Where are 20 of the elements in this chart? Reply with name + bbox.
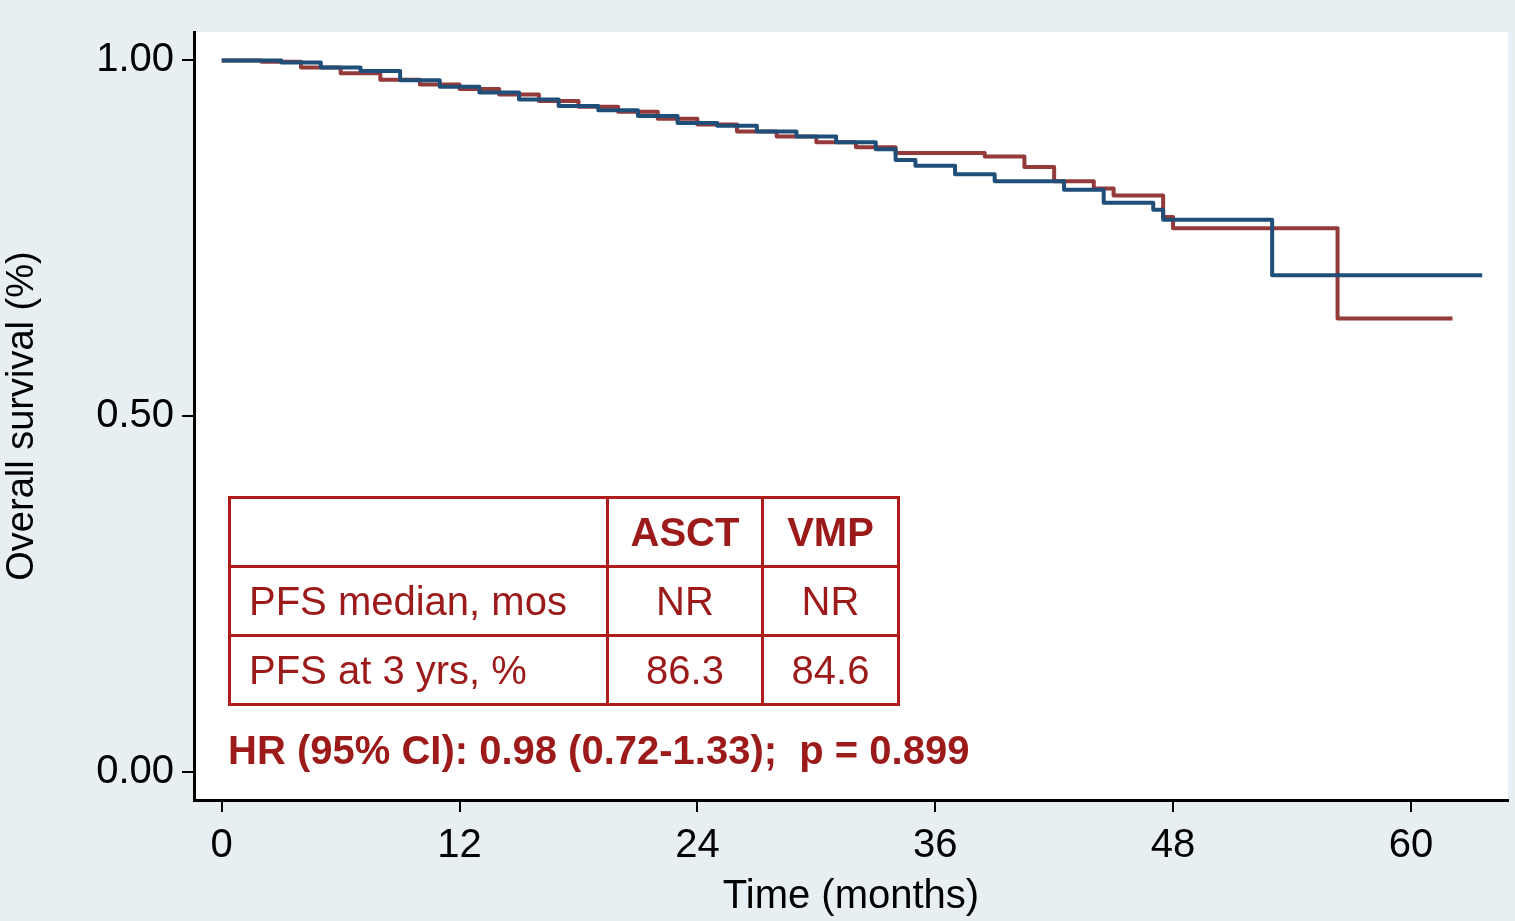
annotation: NR <box>607 566 763 636</box>
x-tick-label: 24 <box>675 821 720 866</box>
y-tick-label: 0.00 <box>96 746 174 791</box>
y-axis-title: Overall survival (%) <box>0 251 42 581</box>
x-tick-label: 60 <box>1388 821 1434 866</box>
annotation: ASCT <box>607 497 763 567</box>
x-axis-title: Time (months) <box>722 872 980 917</box>
annotation: PFS median, mos <box>229 566 608 636</box>
y-tick-label: 1.00 <box>96 35 174 80</box>
annotation: NR <box>762 566 899 636</box>
annotation: PFS at 3 yrs, % <box>229 635 608 705</box>
x-tick-label: 12 <box>437 821 482 866</box>
annotation: VMP <box>762 497 899 567</box>
annotation: 86.3 <box>607 635 763 705</box>
annotation: 84.6 <box>762 635 899 705</box>
x-tick-label: 0 <box>210 821 233 866</box>
annotation: HR (95% CI): 0.98 (0.72-1.33); p = 0.899 <box>228 728 970 773</box>
x-tick-label: 48 <box>1150 821 1196 866</box>
y-tick-label: 0.50 <box>96 391 174 436</box>
x-tick-label: 36 <box>912 821 958 866</box>
